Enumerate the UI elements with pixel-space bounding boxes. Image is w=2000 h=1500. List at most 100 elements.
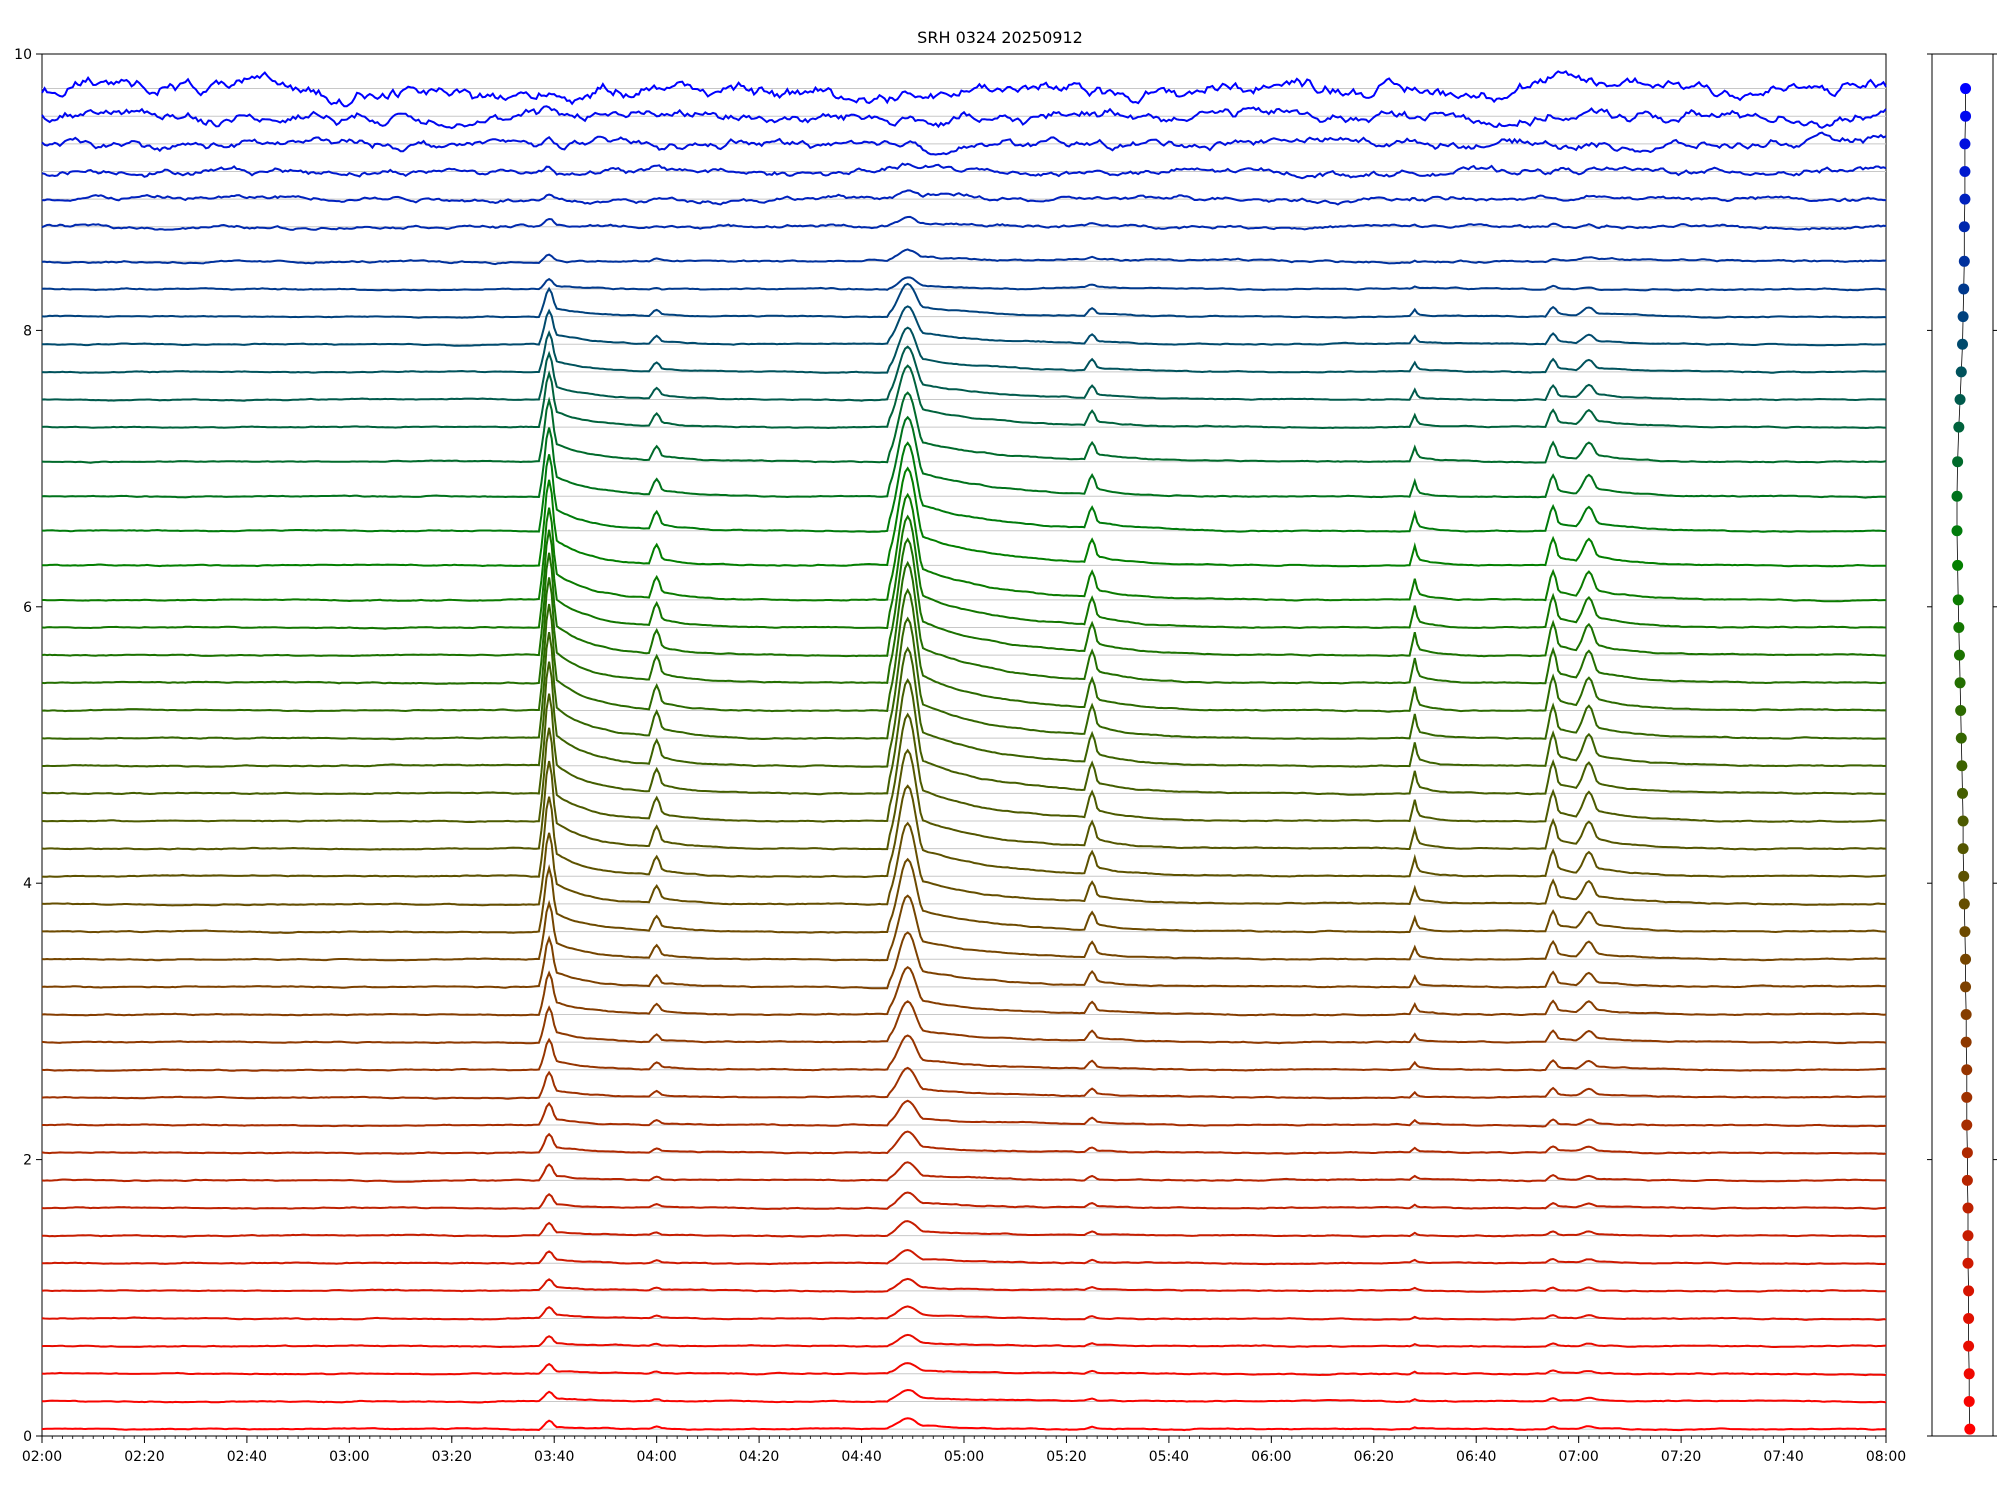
trace-line — [41, 616, 1887, 741]
trace-line — [42, 441, 1886, 533]
trace-line — [41, 537, 1887, 658]
trace-line — [41, 1362, 1887, 1377]
y-tick-label: 10 — [14, 47, 32, 63]
side-point — [1959, 165, 1971, 177]
y-tick-label: 6 — [23, 600, 32, 616]
side-point — [1957, 338, 1968, 350]
x-tick-label: 06:40 — [1456, 1449, 1496, 1465]
x-tick-label: 04:40 — [841, 1449, 881, 1465]
trace-line — [41, 560, 1887, 685]
x-tick-label: 05:00 — [944, 1449, 984, 1465]
side-point — [1963, 1395, 1975, 1407]
side-point — [1961, 1174, 1973, 1186]
side-scatter-plot — [1927, 53, 1997, 1437]
trace-line — [41, 894, 1887, 962]
trace-line — [41, 1191, 1887, 1211]
trace-line — [41, 1130, 1887, 1155]
side-point — [1959, 138, 1971, 150]
side-point — [1951, 490, 1963, 502]
trace-line — [41, 415, 1887, 499]
x-tick-label: 03:00 — [329, 1449, 369, 1465]
side-point — [1964, 1423, 1976, 1435]
trace-line — [41, 282, 1886, 319]
side-point — [1961, 1119, 1973, 1131]
side-point — [1957, 787, 1968, 799]
x-tick-label: 02:20 — [124, 1449, 164, 1465]
x-tick-label: 07:40 — [1763, 1449, 1803, 1465]
side-point — [1952, 456, 1964, 468]
trace-line — [42, 857, 1887, 934]
side-point — [1960, 83, 1972, 95]
side-point — [1955, 732, 1967, 744]
side-point — [1957, 843, 1969, 855]
trace-line — [41, 1305, 1886, 1321]
side-point — [1959, 926, 1971, 938]
trace-line — [41, 1000, 1887, 1045]
trace-line — [41, 70, 1887, 108]
trace-line — [41, 391, 1887, 464]
y-tick-label: 8 — [23, 323, 32, 339]
trace-line — [41, 587, 1887, 713]
side-point — [1962, 1257, 1974, 1269]
x-tick-label: 03:20 — [432, 1449, 472, 1465]
side-point — [1951, 525, 1963, 537]
trace-line — [41, 326, 1887, 374]
side-point — [1961, 1091, 1973, 1103]
trace-line — [41, 1066, 1887, 1100]
trace-line — [41, 1333, 1887, 1349]
side-point — [1962, 1230, 1974, 1242]
trace-line — [42, 466, 1886, 568]
x-tick-label: 05:20 — [1046, 1449, 1086, 1465]
side-point — [1953, 421, 1965, 433]
trace-line — [42, 1388, 1887, 1404]
trace-line — [41, 514, 1887, 630]
side-point — [1952, 559, 1964, 571]
trace-line — [41, 276, 1887, 292]
side-point — [1956, 760, 1968, 772]
x-tick-label: 05:40 — [1149, 1449, 1189, 1465]
side-point — [1958, 255, 1970, 267]
side-point — [1957, 815, 1969, 827]
side-point — [1953, 622, 1965, 634]
side-point — [1952, 594, 1964, 606]
trace-line — [42, 1248, 1887, 1266]
side-point — [1960, 953, 1972, 965]
side-point — [1963, 1285, 1975, 1297]
side-point — [1954, 677, 1966, 689]
x-tick-label: 07:00 — [1558, 1449, 1598, 1465]
x-tick-label: 02:40 — [227, 1449, 267, 1465]
side-point — [1963, 1368, 1975, 1380]
side-point — [1958, 221, 1970, 233]
trace-line — [41, 784, 1887, 879]
trace-line — [41, 248, 1887, 266]
trace-line — [42, 305, 1887, 347]
side-point — [1960, 1036, 1972, 1048]
x-tick-label: 08:00 — [1866, 1449, 1906, 1465]
x-tick-label: 06:00 — [1251, 1449, 1291, 1465]
trace-line — [41, 931, 1887, 990]
side-point — [1957, 311, 1969, 323]
y-tick-label: 4 — [23, 876, 32, 892]
trace-line — [42, 646, 1887, 768]
side-point — [1960, 981, 1972, 993]
trace-line — [41, 105, 1887, 130]
side-point — [1960, 1008, 1972, 1020]
side-point — [1960, 110, 1972, 122]
y-tick-label: 0 — [23, 1429, 32, 1445]
trace-line — [41, 131, 1887, 156]
x-tick-label: 04:00 — [636, 1449, 676, 1465]
trace-line — [41, 712, 1887, 824]
side-point — [1958, 283, 1970, 295]
side-point — [1963, 1340, 1975, 1352]
trace-line — [41, 1417, 1887, 1432]
y-tick-label: 2 — [23, 1153, 32, 1169]
main-plot-area: 0 2 4 6 8 10 02:00 02:20 02:40 03:00 03:20 03:40 04:… — [14, 47, 1906, 1465]
trace-line — [41, 162, 1887, 180]
x-tick-label: 04:20 — [739, 1449, 779, 1465]
trace-line — [41, 821, 1887, 907]
trace-line — [41, 677, 1887, 796]
trace-line — [41, 189, 1886, 206]
trace-line — [41, 1034, 1887, 1072]
trace-line — [41, 215, 1887, 231]
